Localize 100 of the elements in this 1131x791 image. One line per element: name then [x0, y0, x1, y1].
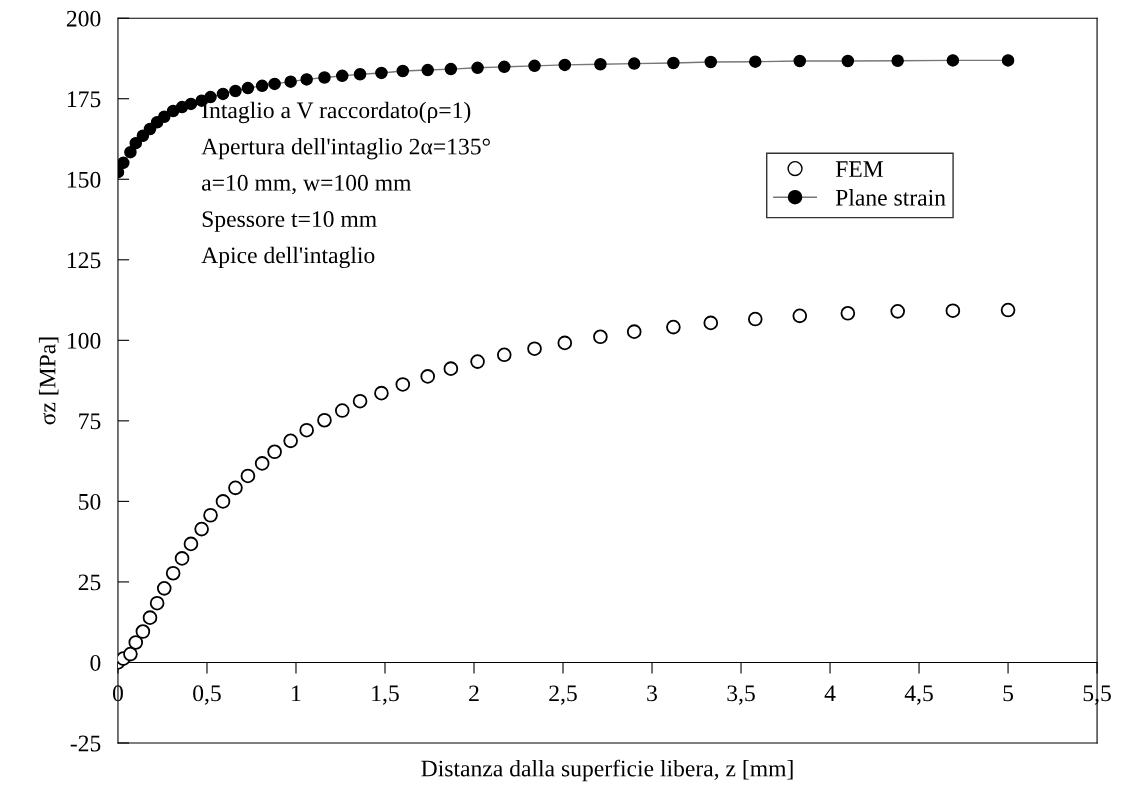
annotation: Spessore t=10 mm: [202, 211, 377, 232]
y-tick-label: 175: [67, 91, 101, 108]
point: [241, 81, 255, 95]
point: [318, 71, 331, 84]
y-tick-label: 150: [67, 171, 101, 188]
point: [626, 324, 642, 339]
y-axis-title: σz [MPa]: [38, 337, 59, 425]
point: [627, 57, 641, 70]
point: [792, 308, 808, 324]
x-tick-label: 2,5: [549, 685, 577, 705]
annotation: Intaglio a V raccordato(ρ=1): [202, 101, 471, 124]
point: [496, 347, 512, 363]
point: [299, 422, 314, 438]
point: [498, 60, 511, 74]
y-tick-label: 50: [79, 493, 101, 510]
point: [229, 84, 242, 98]
point: [891, 54, 904, 67]
legend-label: Plane strain: [835, 189, 946, 206]
point: [128, 635, 144, 650]
point: [317, 412, 332, 428]
point: [375, 66, 388, 80]
point: [336, 69, 349, 83]
point: [283, 433, 298, 449]
point: [1001, 54, 1015, 67]
point: [396, 64, 410, 78]
point: [157, 110, 171, 124]
point: [240, 468, 256, 484]
point: [142, 610, 158, 625]
point: [443, 361, 459, 376]
point: [334, 403, 350, 418]
x-tick-label: 3,5: [727, 685, 755, 705]
y-tick-label: 125: [67, 252, 101, 269]
x-tick-label: 1,5: [372, 685, 399, 705]
point: [841, 54, 855, 68]
y-tick-label: 200: [66, 10, 101, 27]
point: [135, 624, 151, 639]
x-tick-label: 4: [824, 685, 836, 702]
point: [703, 315, 719, 331]
point: [840, 305, 856, 321]
y-tick-label: 25: [78, 574, 101, 591]
x-tick-label: 2: [469, 685, 479, 702]
point: [194, 521, 209, 537]
point: [156, 581, 172, 596]
point: [353, 67, 367, 81]
point: [558, 58, 572, 72]
x-tick-label: 1: [292, 685, 301, 702]
point: [117, 156, 130, 170]
point: [203, 507, 218, 523]
point: [149, 595, 165, 611]
annotation: a=10 mm, w=100 mm: [202, 174, 412, 195]
point: [255, 79, 269, 93]
annotation: Apice dell'intaglio: [201, 246, 375, 269]
point: [420, 369, 436, 384]
point: [890, 304, 905, 319]
point: [268, 77, 281, 91]
point: [557, 335, 573, 351]
point: [1000, 302, 1016, 318]
y-tick-label: 75: [79, 413, 101, 430]
point: [395, 377, 411, 392]
point: [528, 59, 541, 73]
point: [945, 303, 961, 318]
point: [374, 385, 389, 401]
x-tick-label: 4,5: [904, 685, 933, 705]
point: [165, 565, 181, 581]
point: [184, 97, 198, 111]
point: [749, 55, 762, 68]
point: [527, 341, 542, 357]
y-tick-label: -25: [70, 735, 101, 752]
x-tick-label: 5: [1003, 685, 1014, 702]
point: [444, 62, 458, 76]
x-axis-title: Distanza dalla superficie libera, z [mm]: [421, 759, 793, 782]
y-tick-label: 100: [67, 332, 101, 349]
point: [124, 145, 137, 159]
x-tick-label: 0,5: [193, 685, 221, 705]
point: [284, 75, 297, 88]
point: [421, 63, 434, 77]
point: [352, 393, 368, 409]
y-tick-label: 0: [90, 654, 101, 671]
point: [300, 73, 313, 86]
point: [174, 551, 190, 566]
x-tick-label: 3: [647, 685, 657, 702]
point: [666, 319, 681, 335]
point: [123, 646, 138, 662]
annotation: Apertura dell'intaglio 2α=135°: [201, 137, 490, 160]
point: [216, 87, 230, 101]
point: [254, 456, 270, 471]
point: [594, 58, 607, 71]
point: [471, 61, 484, 75]
point: [704, 55, 718, 69]
point: [267, 444, 282, 460]
point: [667, 56, 680, 70]
point: [228, 480, 243, 496]
point: [593, 329, 608, 345]
point: [470, 354, 485, 369]
point: [946, 54, 960, 67]
point: [183, 536, 199, 552]
legend-label: FEM: [835, 161, 884, 177]
point: [747, 311, 763, 327]
point: [215, 494, 231, 509]
point: [793, 54, 807, 68]
